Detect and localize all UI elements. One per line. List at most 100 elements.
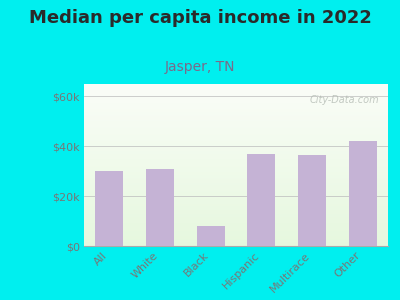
Bar (84, 200, 388, 201)
Bar (84, 206, 388, 207)
Bar (84, 170, 388, 171)
Bar (84, 243, 388, 244)
Bar (84, 109, 388, 110)
Bar (84, 134, 388, 135)
Bar (84, 93, 388, 94)
Bar (84, 108, 388, 109)
Bar (84, 218, 388, 219)
Bar (84, 96, 388, 97)
Bar (84, 167, 388, 168)
Bar (84, 162, 388, 163)
Bar (84, 104, 388, 105)
Bar (84, 211, 388, 212)
Bar (84, 97, 388, 98)
Bar (84, 112, 388, 113)
Bar (84, 116, 388, 117)
Bar (84, 86, 388, 87)
Bar (84, 102, 388, 103)
Bar (84, 181, 388, 182)
Bar (84, 123, 388, 124)
Bar (84, 176, 388, 177)
Bar (84, 103, 388, 104)
Bar (84, 228, 388, 229)
Bar (197, 226, 225, 246)
Bar (84, 202, 388, 203)
Bar (84, 89, 388, 90)
Bar (84, 178, 388, 179)
Bar (84, 126, 388, 127)
Bar (84, 94, 388, 95)
Bar (84, 231, 388, 232)
Bar (84, 195, 388, 196)
Bar (84, 172, 388, 173)
Bar (84, 95, 388, 96)
Bar (84, 98, 388, 99)
Bar (84, 110, 388, 111)
Bar (84, 201, 388, 202)
Bar (84, 192, 388, 193)
Bar (84, 151, 388, 152)
Bar (84, 220, 388, 221)
Bar (84, 197, 388, 198)
Bar (84, 194, 388, 195)
Bar (84, 210, 388, 211)
Bar (84, 168, 388, 169)
Bar (84, 230, 388, 231)
Bar (84, 236, 388, 237)
Bar (84, 214, 388, 215)
Bar (84, 145, 388, 146)
Bar (84, 223, 388, 224)
Bar (84, 115, 388, 116)
Bar (84, 157, 388, 158)
Bar (84, 154, 388, 155)
Bar (84, 212, 388, 213)
Bar (84, 150, 388, 151)
Bar (84, 138, 388, 139)
Bar (84, 149, 388, 150)
Bar (84, 209, 388, 210)
Bar (84, 119, 388, 120)
Bar (84, 158, 388, 159)
Bar (84, 233, 388, 234)
Bar (84, 90, 388, 91)
Bar (84, 136, 388, 137)
Bar (84, 184, 388, 185)
Bar (298, 155, 326, 246)
Bar (146, 169, 174, 246)
Bar (84, 213, 388, 214)
Bar (84, 88, 388, 89)
Bar (84, 137, 388, 138)
Bar (84, 132, 388, 133)
Bar (84, 87, 388, 88)
Bar (84, 153, 388, 154)
Bar (84, 146, 388, 147)
Bar (84, 188, 388, 189)
Bar (84, 186, 388, 187)
Bar (95, 171, 123, 246)
Bar (84, 135, 388, 136)
Bar (84, 131, 388, 132)
Bar (84, 148, 388, 149)
Bar (84, 111, 388, 112)
Bar (84, 198, 388, 199)
Bar (84, 235, 388, 236)
Bar (84, 240, 388, 241)
Bar (84, 101, 388, 102)
Bar (84, 174, 388, 175)
Bar (84, 125, 388, 126)
Bar (84, 99, 388, 100)
Bar (84, 227, 388, 228)
Bar (84, 141, 388, 142)
Bar (84, 245, 388, 246)
Bar (84, 216, 388, 217)
Text: Median per capita income in 2022: Median per capita income in 2022 (28, 9, 372, 27)
Bar (84, 169, 388, 170)
Bar (84, 234, 388, 235)
Bar (84, 156, 388, 157)
Bar (84, 160, 388, 161)
Text: City-Data.com: City-Data.com (309, 95, 379, 105)
Bar (84, 226, 388, 227)
Text: Jasper, TN: Jasper, TN (165, 60, 235, 74)
Bar (84, 114, 388, 115)
Bar (84, 191, 388, 192)
